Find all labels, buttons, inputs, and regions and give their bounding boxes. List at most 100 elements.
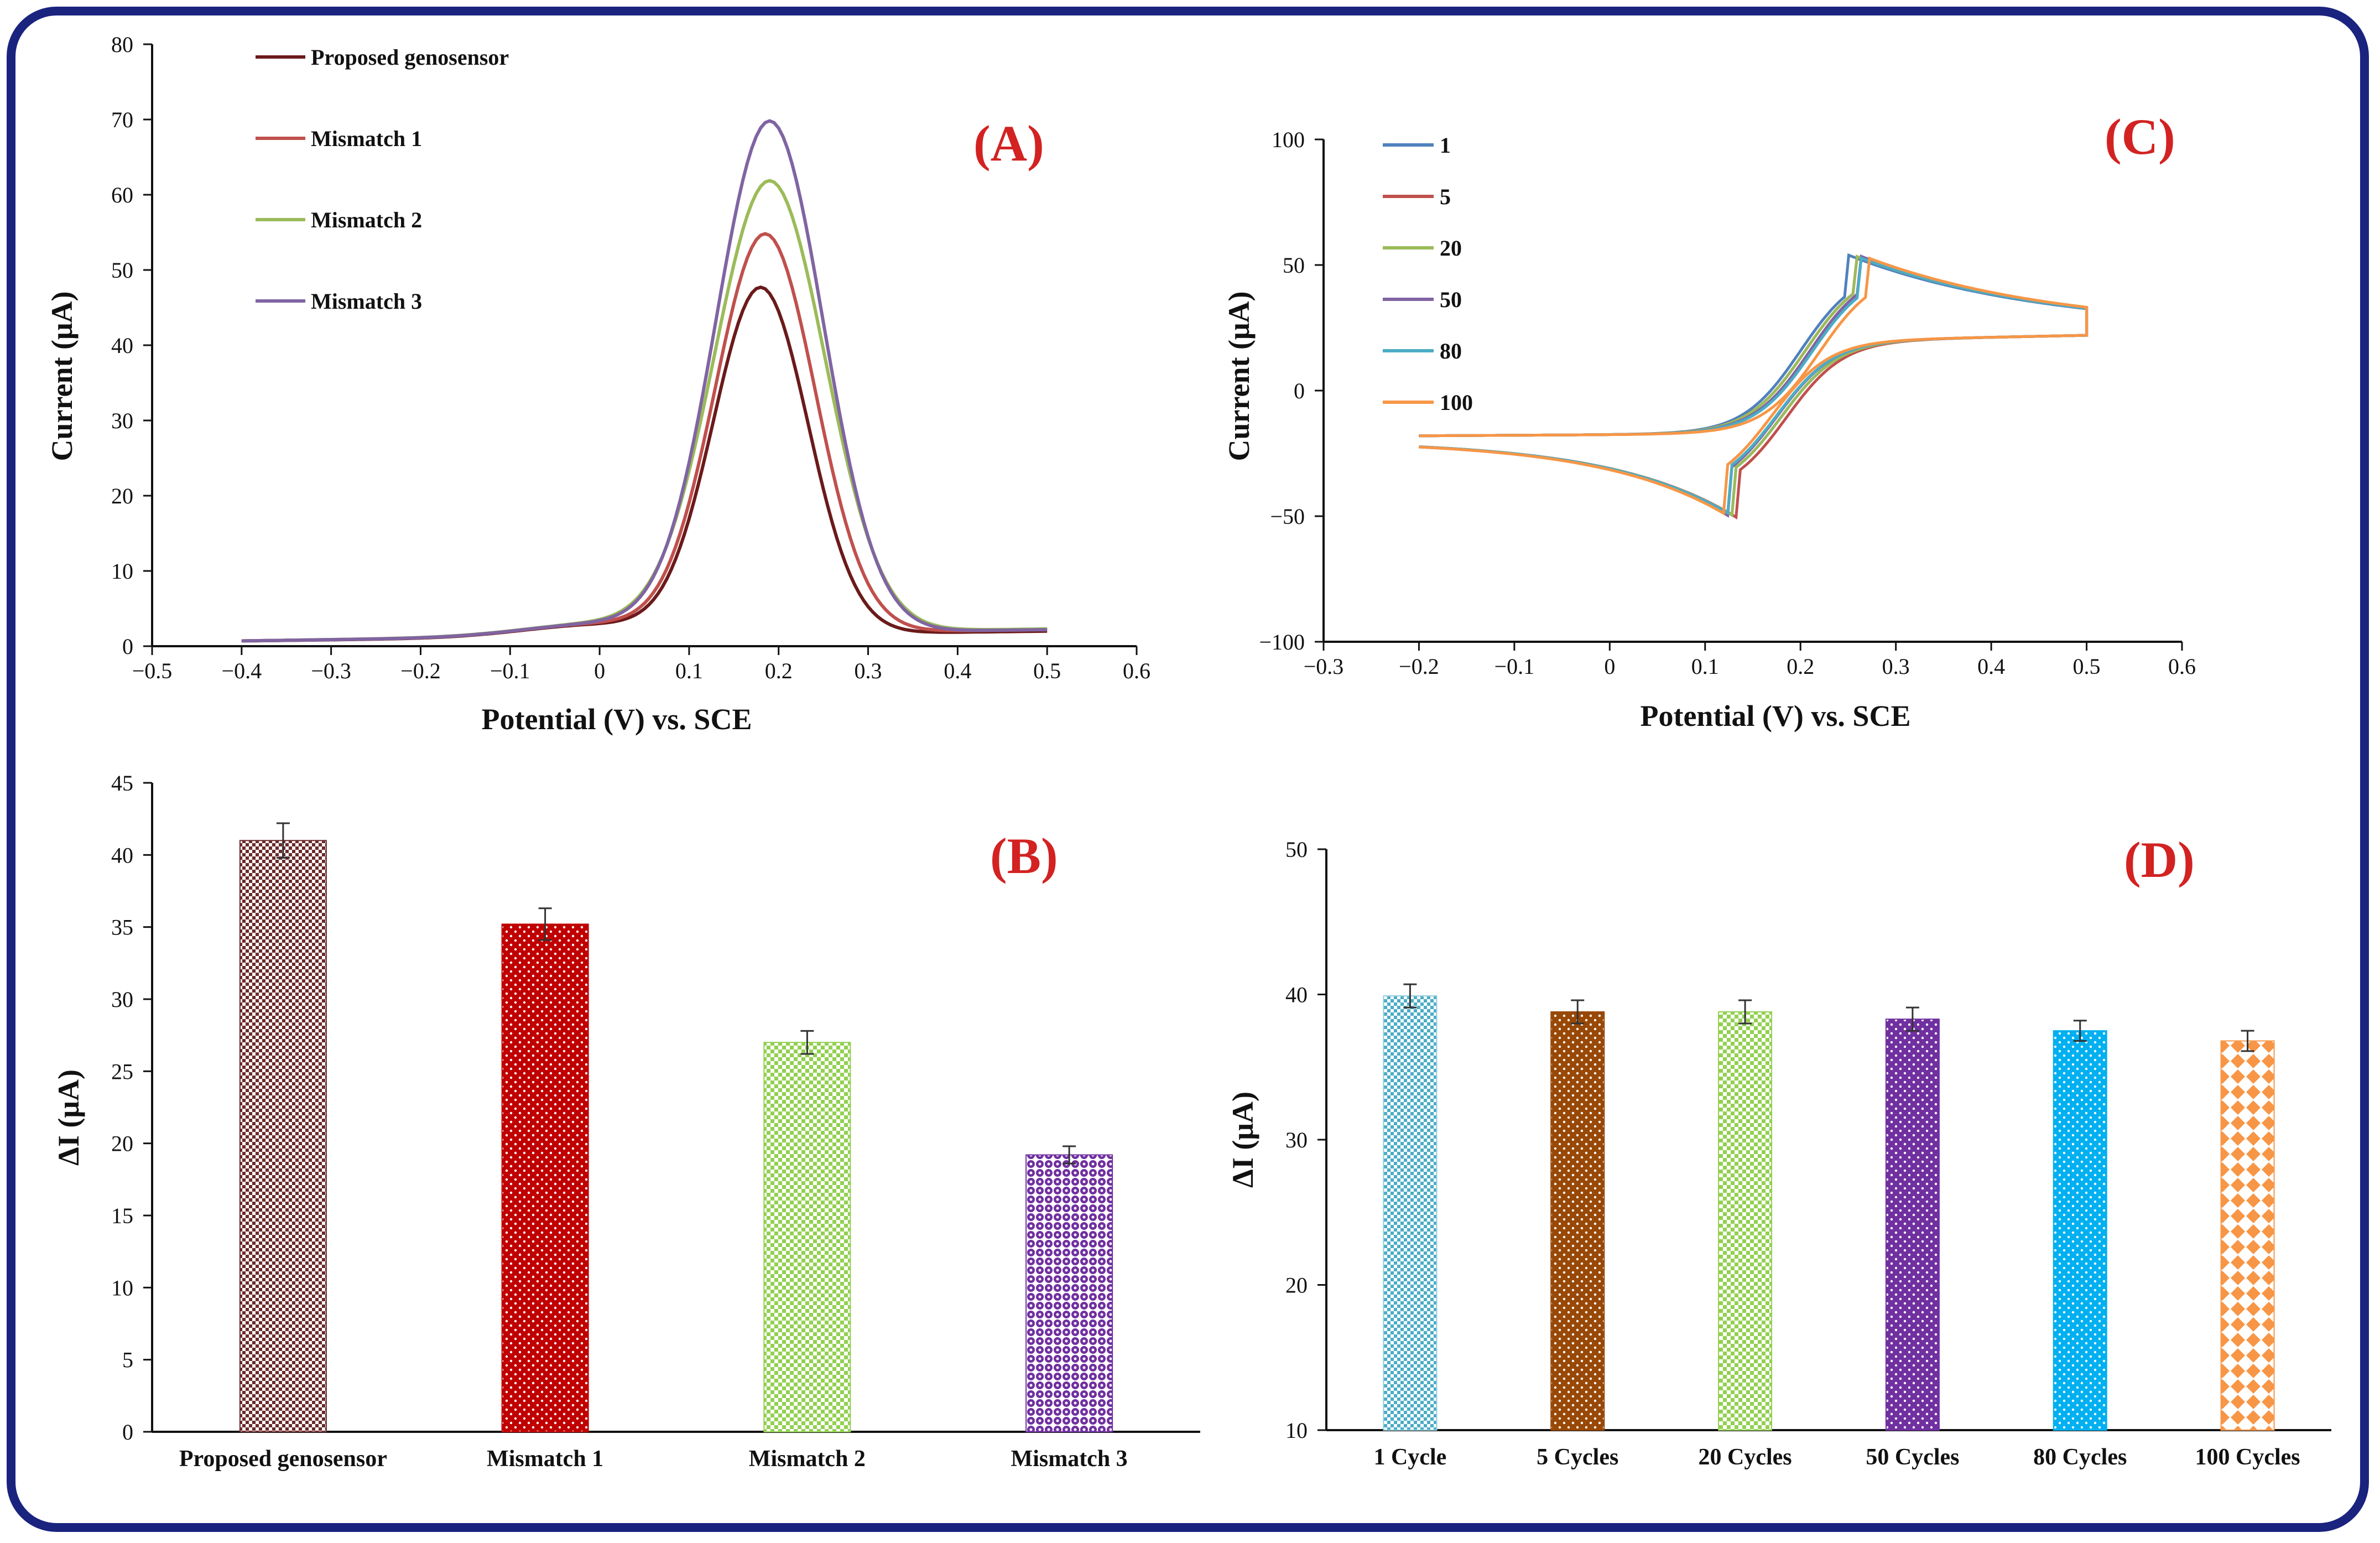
- panel-d-bar-chart: (D) 10 20 30 40 50 1 Cycle 5 Cycles 20 Cycles 5…: [1226, 832, 2331, 1470]
- x-tick-label: 0.4: [1977, 654, 2005, 679]
- category-label: 5 Cycles: [1537, 1445, 1618, 1470]
- legend-label: 5: [1440, 184, 1451, 209]
- y-tick-label: 10: [111, 559, 133, 584]
- category-label: 20 Cycles: [1699, 1445, 1792, 1470]
- x-tick-label: −0.1: [490, 658, 530, 683]
- panel-a-axes: 0 10 20 30 40 50 60 70 80 −0.5 −0.4 −0.3 −0.2 −0.1 0 0.…: [111, 32, 1150, 683]
- x-tick-label: −0.1: [1494, 654, 1535, 679]
- x-tick-label: 0.5: [1033, 658, 1061, 683]
- panel-c-axes: −100 −50 0 50 100 −0.3 −0.2 −0.1 0 0.1 0.2 0.3 0.4 0.…: [1259, 127, 2196, 679]
- panel-label-b: (B): [990, 828, 1058, 884]
- y-tick-label: 5: [122, 1348, 133, 1373]
- y-tick-label: 30: [1285, 1128, 1308, 1152]
- x-tick-label: −0.2: [400, 658, 441, 683]
- panel-c-y-axis-title: Current (μA): [1222, 291, 1256, 461]
- x-tick-label: 0.6: [1123, 658, 1150, 683]
- y-tick-label: 70: [111, 107, 133, 132]
- bar-6: [2220, 1040, 2275, 1431]
- y-tick-label: 40: [1285, 983, 1308, 1007]
- panel-c-legend: 1 5 20 50 80 100: [1383, 133, 1473, 415]
- y-tick-label: 10: [111, 1275, 133, 1300]
- bar-1: [239, 840, 327, 1432]
- y-tick-label: 45: [111, 771, 133, 796]
- series-loop-20: [1419, 254, 2089, 518]
- y-tick-label: 60: [111, 183, 133, 207]
- panel-c-x-axis-title: Potential (V) vs. SCE: [1641, 699, 1911, 732]
- panel-c-cyclic-voltammogram: (C) −100 −50 0 50 100 −0.3 −0.2 −0.1 0 0.1 0.2 0.3 0…: [1222, 108, 2196, 732]
- y-tick-label: 15: [111, 1203, 133, 1228]
- panel-b-y-axis-title: ΔI (μA): [52, 1069, 85, 1166]
- y-tick-label: 10: [1285, 1418, 1308, 1443]
- legend-label: 80: [1440, 339, 1462, 363]
- legend-label: Mismatch 1: [311, 126, 422, 151]
- panel-a-legend: Proposed genosensor Mismatch 1 Mismatch 2 M…: [256, 45, 509, 314]
- x-tick-label: −0.4: [222, 658, 262, 683]
- panel-b-bars: Proposed genosensor Mismatch 1 Mismatch 2 M…: [179, 822, 1128, 1472]
- category-label: Mismatch 3: [1011, 1446, 1128, 1472]
- y-tick-label: 35: [111, 915, 133, 940]
- category-label: 100 Cycles: [2195, 1445, 2300, 1470]
- y-tick-label: 40: [111, 843, 133, 867]
- bar-3: [1718, 1011, 1773, 1431]
- panel-a-series: [241, 119, 1048, 643]
- y-tick-label: 0: [122, 1420, 133, 1445]
- panel-a-voltammogram: (A) 0 10 20 30 40 50 60 70 80 −0.5 −0.4 −0.3 −0.2 −0.…: [45, 32, 1150, 736]
- legend-label: 1: [1440, 133, 1451, 158]
- panel-a-x-axis-title: Potential (V) vs. SCE: [482, 703, 752, 736]
- x-tick-label: −0.3: [1304, 654, 1344, 679]
- bar-3: [763, 1042, 851, 1432]
- panel-c-series: [1419, 253, 2089, 520]
- x-tick-label: 0.1: [1691, 654, 1719, 679]
- x-tick-label: 0: [594, 658, 605, 683]
- bar-2: [1550, 1011, 1605, 1431]
- y-tick-label: 30: [111, 987, 133, 1012]
- legend-label: Mismatch 3: [311, 289, 422, 314]
- y-tick-label: 25: [111, 1059, 133, 1084]
- y-tick-label: 20: [111, 484, 133, 508]
- y-tick-label: 0: [1294, 378, 1305, 403]
- y-tick-label: −50: [1270, 504, 1305, 529]
- y-tick-label: 0: [122, 634, 133, 659]
- panel-a-y-axis-title: Current (μA): [45, 291, 79, 461]
- legend-label: 20: [1440, 236, 1462, 261]
- y-tick-label: 100: [1272, 127, 1305, 152]
- panel-d-bars: 1 Cycle 5 Cycles 20 Cycles 50 Cycles 80 Cycl…: [1374, 983, 2300, 1470]
- legend-label: 50: [1440, 287, 1462, 312]
- legend-label: 100: [1440, 390, 1473, 415]
- series-loop-5: [1419, 254, 2089, 520]
- bar-5: [2053, 1030, 2107, 1431]
- y-tick-label: 20: [1285, 1273, 1308, 1298]
- panel-b-bar-chart: (B) 0 5 10 15 20 25 30 35 40 45 Proposed genosens…: [52, 771, 1200, 1472]
- panel-label-d: (D): [2124, 832, 2195, 888]
- category-label: Mismatch 2: [749, 1446, 866, 1472]
- category-label: 80 Cycles: [2033, 1445, 2127, 1470]
- category-label: Proposed genosensor: [179, 1446, 387, 1472]
- y-tick-label: 20: [111, 1131, 133, 1156]
- series-loop-80: [1419, 256, 2089, 516]
- x-tick-label: −0.2: [1399, 654, 1439, 679]
- y-tick-label: 50: [1285, 837, 1308, 862]
- y-tick-label: 40: [111, 333, 133, 358]
- x-tick-label: 0: [1604, 654, 1615, 679]
- bar-1: [1383, 995, 1438, 1431]
- x-tick-label: 0.2: [765, 658, 793, 683]
- x-tick-label: 0.6: [2168, 654, 2196, 679]
- panel-d-y-axis-title: ΔI (μA): [1226, 1092, 1259, 1188]
- bar-4: [1885, 1019, 1940, 1431]
- panel-label-a: (A): [973, 115, 1044, 172]
- series-line-4: [241, 119, 1048, 643]
- x-tick-label: 0.3: [855, 658, 882, 683]
- x-tick-label: 0.4: [944, 658, 971, 683]
- y-tick-label: 50: [1283, 253, 1305, 278]
- x-tick-label: −0.3: [311, 658, 351, 683]
- panel-d-axes: 10 20 30 40 50: [1285, 837, 2331, 1443]
- y-tick-label: 50: [111, 258, 133, 283]
- x-tick-label: 0.1: [675, 658, 703, 683]
- legend-label: Mismatch 2: [311, 207, 422, 232]
- y-tick-label: 80: [111, 32, 133, 57]
- legend-label: Proposed genosensor: [311, 45, 509, 70]
- x-tick-label: −0.5: [132, 658, 173, 683]
- x-tick-label: 0.5: [2073, 654, 2101, 679]
- x-tick-label: 0.2: [1787, 654, 1814, 679]
